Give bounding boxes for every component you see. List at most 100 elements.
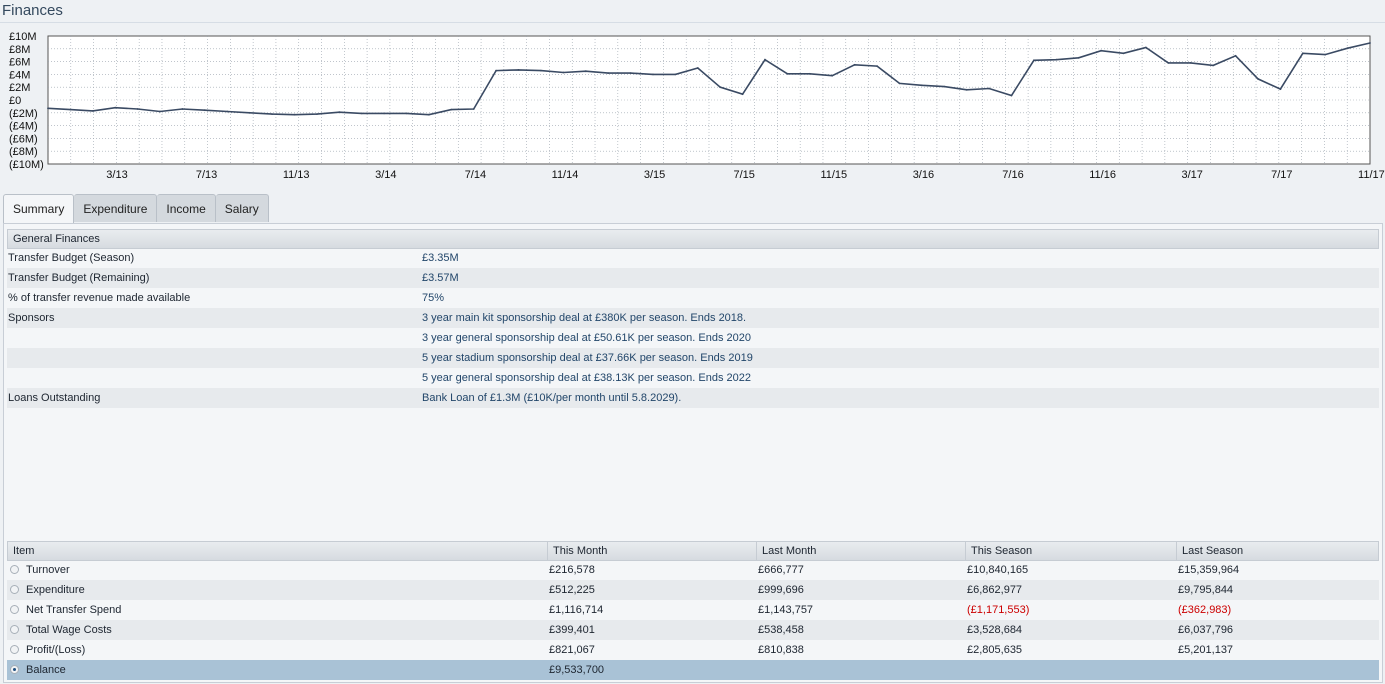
data-point [383,112,385,115]
general-row-value: £3.57M [422,272,459,284]
data-point [831,74,834,77]
row-item: Turnover [26,564,70,576]
general-row: Loans Outstanding Bank Loan of £1.3M (£1… [7,388,1379,408]
row-last-month: £666,777 [758,564,804,576]
row-last-season: £5,201,137 [1178,644,1234,656]
data-point [1257,78,1259,80]
data-point [1122,52,1125,55]
data-point [181,108,184,110]
data-point [562,71,565,74]
row-this-month: £399,401 [549,624,595,636]
general-row-value: 5 year stadium sponsorship deal at £37.6… [422,352,753,364]
row-radio-button[interactable] [10,665,19,674]
column-header-this-month[interactable]: This Month [547,542,757,560]
x-tick-label: 7/14 [465,169,486,181]
data-point [114,106,117,109]
row-this-season: £3,528,684 [967,624,1023,636]
row-this-season: £6,862,977 [967,584,1023,596]
table-row[interactable]: Turnover £216,578 £666,777 £10,840,165 £… [7,560,1379,580]
data-point [540,69,542,72]
data-point [136,108,139,110]
general-row: Sponsors 3 year main kit sponsorship dea… [7,308,1379,328]
row-radio-button[interactable] [10,605,19,614]
x-tick-label: 3/13 [106,169,127,181]
data-point [1010,94,1013,97]
data-point [226,110,229,113]
general-row-value: 75% [422,292,445,304]
general-row-value: 3 year general sponsorship deal at £50.6… [422,332,752,344]
y-tick-label: (£10M) [9,159,44,171]
tab-income[interactable]: Income [157,194,216,222]
y-tick-label: (£4M) [9,121,38,133]
row-last-season: £9,795,844 [1178,584,1234,596]
x-tick-label: 7/17 [1271,169,1292,181]
x-tick-label: 7/16 [1002,169,1023,181]
tab-summary[interactable]: Summary [3,194,75,224]
row-item: Balance [26,664,66,676]
x-tick-label: 3/14 [375,169,396,181]
general-row-value: Bank Loan of £1.3M (£10K/per month until… [422,392,682,404]
row-radio-button[interactable] [10,585,19,594]
x-tick-label: 3/17 [1181,169,1202,181]
row-this-month: £9,533,700 [549,664,605,676]
data-point [248,111,251,114]
table-row-selected[interactable]: Balance £9,533,700 [7,660,1379,680]
data-point [1189,62,1192,64]
data-point [988,87,990,90]
column-header-last-season[interactable]: Last Season [1176,542,1380,560]
row-item: Net Transfer Spend [26,604,122,616]
column-header-this-season[interactable]: This Season [965,542,1176,560]
data-point [1077,56,1080,59]
balance-series-line [47,42,1371,116]
tab-salary[interactable]: Salary [215,194,269,222]
data-point [1167,62,1170,64]
data-point [360,112,363,115]
data-point [472,108,475,110]
row-radio-button[interactable] [10,565,19,574]
data-point [853,63,856,66]
column-header-item[interactable]: Item [13,545,35,557]
column-header-last-month[interactable]: Last Month [756,542,966,560]
y-tick-label: £2M [9,82,30,94]
data-point [1033,59,1035,62]
data-point [293,113,296,116]
x-tick-label: 3/16 [913,169,934,181]
row-last-month: £538,458 [758,624,804,636]
data-point [1324,53,1327,56]
table-row[interactable]: Profit/(Loss) £821,067 £810,838 £2,805,6… [7,640,1379,660]
y-tick-label: £0 [9,95,21,107]
title-divider [0,22,1385,23]
data-point [764,58,766,61]
x-tick-label: 7/13 [196,169,217,181]
table-row[interactable]: Net Transfer Spend £1,116,714 £1,143,757… [7,600,1379,620]
row-radio-button[interactable] [10,625,19,634]
data-point [876,65,878,67]
general-row-label: Loans Outstanding [8,392,101,404]
row-last-season: (£362,983) [1178,604,1232,616]
row-last-season: £6,037,796 [1178,624,1234,636]
y-tick-label: £4M [9,69,30,81]
y-tick-label: £10M [9,31,37,43]
general-row: Transfer Budget (Remaining) £3.57M [7,268,1379,288]
row-item: Total Wage Costs [26,624,112,636]
data-point [1212,64,1215,67]
general-finances-header: General Finances [7,229,1379,249]
data-point [405,112,408,115]
general-row-label: % of transfer revenue made available [8,292,191,304]
x-tick-label: 11/15 [820,169,847,181]
row-last-month: £999,696 [758,584,804,596]
tab-expenditure[interactable]: Expenditure [74,194,158,222]
table-row[interactable]: Total Wage Costs £399,401 £538,458 £3,52… [7,620,1379,640]
page-title: Finances [2,2,63,19]
data-point [652,73,654,76]
general-row-value: 3 year main kit sponsorship deal at £380… [422,312,747,324]
x-tick-label: 11/14 [552,169,579,181]
row-radio-button[interactable] [10,645,19,654]
x-tick-label: 11/16 [1089,169,1116,181]
table-row[interactable]: Expenditure £512,225 £999,696 £6,862,977… [7,580,1379,600]
general-row: 3 year general sponsorship deal at £50.6… [7,328,1379,348]
general-row-label: Sponsors [8,312,55,324]
data-point [1369,42,1371,44]
y-tick-label: £6M [9,57,30,69]
y-tick-label: £8M [9,44,30,56]
